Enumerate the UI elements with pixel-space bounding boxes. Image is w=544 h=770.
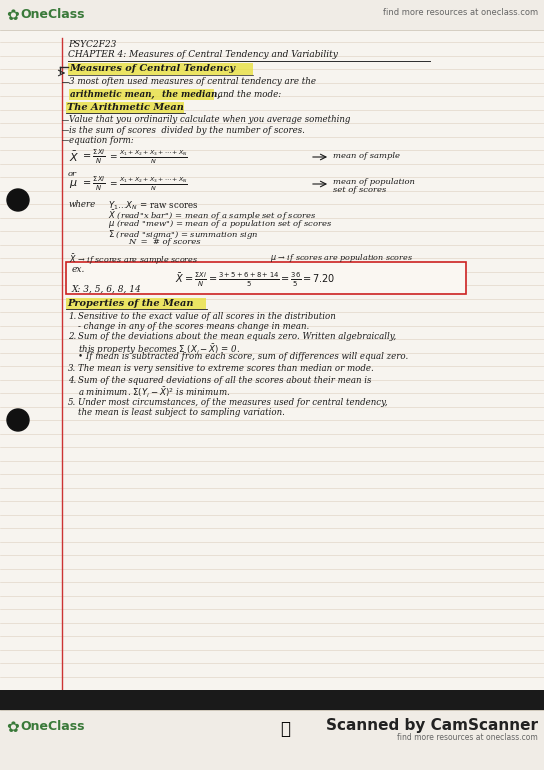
Bar: [68, 63, 253, 75]
Text: a minimum. $\Sigma(Y_i - \bar{X})^2$ is minimum.: a minimum. $\Sigma(Y_i - \bar{X})^2$ is …: [78, 386, 231, 400]
Text: PSYC2F23: PSYC2F23: [68, 40, 116, 49]
Bar: [0, 710, 544, 770]
Text: Measures of Central Tendency: Measures of Central Tendency: [69, 64, 235, 73]
Text: $=\frac{\Sigma Xi}{N}$: $=\frac{\Sigma Xi}{N}$: [81, 175, 106, 193]
Text: and the mode:: and the mode:: [215, 90, 281, 99]
Text: $=\frac{X_1+X_2+X_3+\cdots+X_N}{N}$: $=\frac{X_1+X_2+X_3+\cdots+X_N}{N}$: [108, 175, 188, 192]
Text: or: or: [68, 170, 77, 178]
Text: set of scores: set of scores: [333, 186, 386, 194]
Text: $\mu$: $\mu$: [69, 178, 78, 190]
Bar: [69, 89, 161, 100]
Text: $\bar{X}$: $\bar{X}$: [69, 150, 79, 164]
Text: Sensitive to the exact value of all scores in the distribution: Sensitive to the exact value of all scor…: [78, 312, 336, 321]
Text: ex.: ex.: [72, 265, 85, 274]
Text: $Y_1 \ldots X_N$ = raw scores: $Y_1 \ldots X_N$ = raw scores: [108, 200, 199, 213]
Circle shape: [7, 409, 29, 431]
Text: equation form:: equation form:: [69, 136, 134, 145]
Text: CHAPTER 4: Measures of Central Tendency and Variability: CHAPTER 4: Measures of Central Tendency …: [68, 50, 338, 59]
Bar: [0, 690, 544, 710]
Text: ✿: ✿: [6, 8, 18, 23]
Text: mean of sample: mean of sample: [333, 152, 400, 160]
Text: OneClass: OneClass: [20, 720, 84, 733]
Text: The Arithmetic Mean: The Arithmetic Mean: [67, 103, 184, 112]
Text: this property becomes $\Sigma$ $(X_i - \bar{X})$ = 0.: this property becomes $\Sigma$ $(X_i - \…: [78, 342, 240, 357]
Bar: [66, 262, 466, 294]
Text: Sum of the squared deviations of all the scores about their mean is: Sum of the squared deviations of all the…: [78, 376, 372, 385]
Text: the mean is least subject to sampling variation.: the mean is least subject to sampling va…: [78, 408, 285, 417]
Text: Sum of the deviations about the mean equals zero. Written algebraically,: Sum of the deviations about the mean equ…: [78, 332, 396, 341]
Text: 📷: 📷: [280, 720, 290, 738]
Bar: [66, 298, 206, 309]
Text: X: 3, 5, 6, 8, 14: X: 3, 5, 6, 8, 14: [72, 285, 142, 294]
Text: Under most circumstances, of the measures used for central tendency,: Under most circumstances, of the measure…: [78, 398, 388, 407]
Text: find more resources at oneclass.com: find more resources at oneclass.com: [397, 733, 538, 742]
Text: $\mu$ → if scores are population scores: $\mu$ → if scores are population scores: [270, 252, 413, 264]
Text: 3.: 3.: [68, 364, 76, 373]
Circle shape: [7, 189, 29, 211]
Text: find more resources at oneclass.com: find more resources at oneclass.com: [383, 8, 538, 17]
Text: $\bar{X}$$=\frac{\Sigma Xi}{N}$$=\frac{3+5+6+8+14}{5}=\frac{36}{5}=7.20$: $\bar{X}$$=\frac{\Sigma Xi}{N}$$=\frac{3…: [175, 271, 335, 290]
Text: $\bar{X}$ → if scores are sample scores: $\bar{X}$ → if scores are sample scores: [69, 252, 199, 266]
Text: Scanned by CamScanner: Scanned by CamScanner: [326, 718, 538, 733]
Text: $=\frac{\Sigma Xi}{N}$: $=\frac{\Sigma Xi}{N}$: [81, 148, 106, 166]
Text: is the sum of scores  divided by the number of scores.: is the sum of scores divided by the numb…: [69, 126, 305, 135]
Bar: [161, 89, 214, 100]
Text: $\Sigma$ (read "sigma") = summation sign: $\Sigma$ (read "sigma") = summation sign: [108, 228, 258, 241]
Text: where: where: [69, 200, 96, 209]
Text: the median,: the median,: [162, 90, 220, 99]
Text: arithmetic mean,: arithmetic mean,: [70, 90, 154, 99]
Text: 2.: 2.: [68, 332, 76, 341]
Text: • If mean is subtracted from each score, sum of differences will equal zero.: • If mean is subtracted from each score,…: [78, 352, 408, 361]
Text: 1.: 1.: [68, 312, 76, 321]
Bar: [0, 0, 544, 30]
Bar: [66, 102, 184, 113]
Text: OneClass: OneClass: [20, 8, 84, 21]
Text: - change in any of the scores means change in mean.: - change in any of the scores means chan…: [78, 322, 309, 331]
Text: Properties of the Mean: Properties of the Mean: [67, 299, 194, 308]
Text: N  =  # of scores: N = # of scores: [128, 238, 201, 246]
Text: $\mu$ (read "mew") = mean of a population set of scores: $\mu$ (read "mew") = mean of a populatio…: [108, 218, 332, 230]
Text: 5.: 5.: [68, 398, 76, 407]
Text: 4.: 4.: [68, 376, 76, 385]
Text: $=\frac{X_1+X_2+X_3+\cdots+X_N}{N}$: $=\frac{X_1+X_2+X_3+\cdots+X_N}{N}$: [108, 148, 188, 166]
Text: ✿: ✿: [6, 720, 18, 735]
Text: The mean is very sensitive to extreme scores than median or mode.: The mean is very sensitive to extreme sc…: [78, 364, 374, 373]
Text: Value that you ordinarily calculate when you average something: Value that you ordinarily calculate when…: [69, 115, 350, 124]
Text: $\bar{X}$ (read"x bar") = mean of a sample set of scores: $\bar{X}$ (read"x bar") = mean of a samp…: [108, 208, 317, 223]
Text: 3 most often used measures of central tendency are the: 3 most often used measures of central te…: [69, 77, 316, 86]
Text: mean of population: mean of population: [333, 178, 415, 186]
